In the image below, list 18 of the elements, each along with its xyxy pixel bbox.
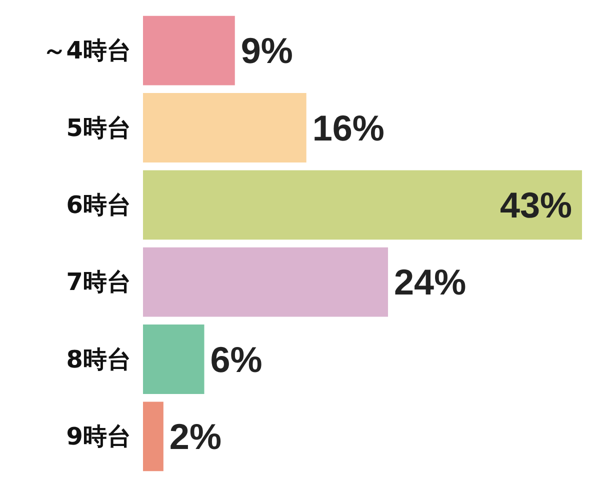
bar — [143, 247, 388, 317]
y-tick-label: 9時台 — [66, 422, 131, 450]
bar — [143, 402, 164, 472]
y-tick-label: 6時台 — [66, 190, 131, 219]
y-tick-label: 5時台 — [66, 114, 131, 142]
bar — [143, 16, 235, 86]
bar — [143, 324, 204, 394]
bar — [143, 170, 582, 240]
data-label: 43% — [500, 184, 572, 226]
data-label: 2% — [169, 416, 222, 457]
bar — [143, 93, 306, 162]
data-label: 24% — [394, 262, 466, 303]
y-tick-label: 8時台 — [66, 345, 131, 374]
data-label: 9% — [240, 30, 293, 72]
y-tick-label: ～4時台 — [42, 36, 131, 65]
data-label: 16% — [312, 107, 384, 148]
data-label: 6% — [210, 338, 262, 380]
y-tick-label: 7時台 — [66, 268, 131, 296]
